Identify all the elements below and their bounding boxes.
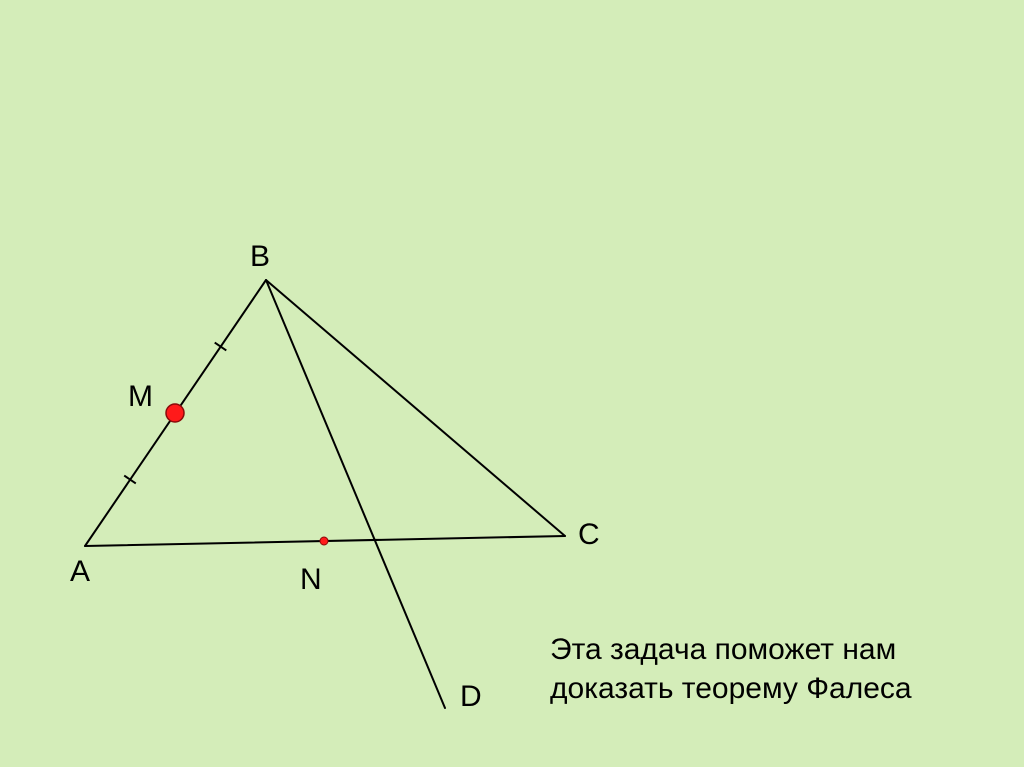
label-a: A <box>70 555 90 589</box>
label-c: С <box>578 518 600 552</box>
label-d: D <box>460 680 482 714</box>
label-b: В <box>250 240 270 274</box>
label-n: N <box>300 563 322 597</box>
point-n <box>320 537 328 545</box>
label-m: М <box>128 380 153 414</box>
point-m <box>166 404 184 422</box>
footer-text: Эта задача поможет нам доказать теорему … <box>550 630 912 708</box>
page-root: № 384 Через середину М стороны АВ треуго… <box>0 0 1024 767</box>
